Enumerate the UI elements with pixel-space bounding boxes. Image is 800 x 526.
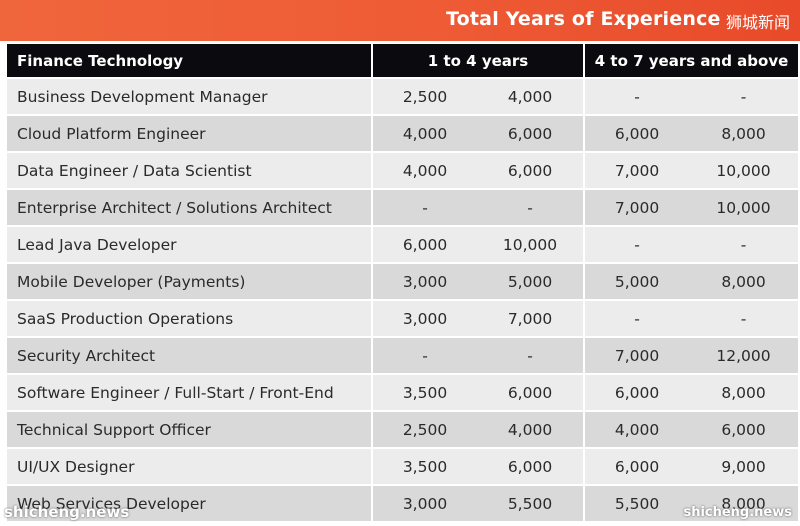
value-cell: 6,000 xyxy=(583,447,690,484)
banner-title: Total Years of Experience xyxy=(446,8,721,30)
value-cell: 6,000 xyxy=(371,225,477,262)
role-cell: Web Services Developer xyxy=(7,484,371,521)
table-row: Mobile Developer (Payments) 3,000 5,000 5,0… xyxy=(7,262,799,299)
value-cell: 10,000 xyxy=(477,225,584,262)
value-cell: 6,000 xyxy=(477,447,584,484)
value-cell: 6,000 xyxy=(689,410,799,447)
value-cell: 4,000 xyxy=(371,151,477,188)
value-cell: 6,000 xyxy=(477,114,584,151)
value-cell: 12,000 xyxy=(689,336,799,373)
value-cell: 7,000 xyxy=(583,336,690,373)
table-header-row: Finance Technology 1 to 4 years 4 to 7 y… xyxy=(7,44,799,77)
role-cell: Technical Support Officer xyxy=(7,410,371,447)
table-row: UI/UX Designer 3,500 6,000 6,000 9,000 xyxy=(7,447,799,484)
header-finance-technology: Finance Technology xyxy=(7,44,371,77)
role-cell: UI/UX Designer xyxy=(7,447,371,484)
value-cell: - xyxy=(583,77,690,114)
value-cell: 4,000 xyxy=(477,410,584,447)
value-cell: 7,000 xyxy=(477,299,584,336)
watermark-bottom-right: shicheng.news xyxy=(683,505,792,520)
value-cell: 7,000 xyxy=(583,188,690,225)
value-cell: 8,000 xyxy=(689,484,799,521)
table-row: Web Services Developer 3,000 5,500 5,500 8,0… xyxy=(7,484,799,521)
value-cell: 5,000 xyxy=(583,262,690,299)
value-cell: - xyxy=(477,188,584,225)
value-cell: 3,000 xyxy=(371,299,477,336)
value-cell: 4,000 xyxy=(583,410,690,447)
value-cell: 9,000 xyxy=(689,447,799,484)
table-row: Security Architect - -7,000 12,000 xyxy=(7,336,799,373)
value-cell: 7,000 xyxy=(583,151,690,188)
value-cell: - xyxy=(689,225,799,262)
watermark-top: 狮城新闻 xyxy=(725,13,790,32)
value-cell: 5,500 xyxy=(583,484,690,521)
value-cell: 8,000 xyxy=(689,114,799,151)
value-cell: 6,000 xyxy=(583,114,690,151)
value-cell: 10,000 xyxy=(689,151,799,188)
value-cell: 8,000 xyxy=(689,373,799,410)
table-row: Cloud Platform Engineer 4,000 6,000 6,000 8,… xyxy=(7,114,799,151)
role-cell: Enterprise Architect / Solutions Archite… xyxy=(7,188,371,225)
table-row: Lead Java Developer 6,000 10,000- - xyxy=(7,225,799,262)
role-cell: SaaS Production Operations xyxy=(7,299,371,336)
value-cell: - xyxy=(477,336,584,373)
value-cell: 3,500 xyxy=(371,373,477,410)
role-cell: Cloud Platform Engineer xyxy=(7,114,371,151)
table-row: SaaS Production Operations 3,000 7,000- - xyxy=(7,299,799,336)
value-cell: 3,500 xyxy=(371,447,477,484)
value-cell: 6,000 xyxy=(583,373,690,410)
header-1-to-4-years: 1 to 4 years xyxy=(371,44,584,77)
value-cell: 5,500 xyxy=(477,484,584,521)
header-4-to-7-years: 4 to 7 years and above xyxy=(583,44,799,77)
role-cell: Software Engineer / Full-Start / Front-E… xyxy=(7,373,371,410)
table-row: Enterprise Architect / Solutions Archite… xyxy=(7,188,799,225)
salary-table: Finance Technology 1 to 4 years 4 to 7 y… xyxy=(7,44,799,521)
role-cell: Data Engineer / Data Scientist xyxy=(7,151,371,188)
watermark-bottom-left: shicheng.news xyxy=(4,503,130,521)
value-cell: 2,500 xyxy=(371,77,477,114)
value-cell: - xyxy=(583,225,690,262)
role-cell: Lead Java Developer xyxy=(7,225,371,262)
value-cell: 10,000 xyxy=(689,188,799,225)
experience-banner: Total Years of Experience 狮城新闻 xyxy=(0,0,800,41)
value-cell: 8,000 xyxy=(689,262,799,299)
role-cell: Security Architect xyxy=(7,336,371,373)
value-cell: 3,000 xyxy=(371,262,477,299)
value-cell: - xyxy=(689,77,799,114)
value-cell: 3,000 xyxy=(371,484,477,521)
value-cell: 2,500 xyxy=(371,410,477,447)
role-cell: Mobile Developer (Payments) xyxy=(7,262,371,299)
table-row: Software Engineer / Full-Start / Front-E… xyxy=(7,373,799,410)
value-cell: - xyxy=(583,299,690,336)
value-cell: 4,000 xyxy=(371,114,477,151)
table-row: Technical Support Officer 2,500 4,000 4,000… xyxy=(7,410,799,447)
value-cell: - xyxy=(371,188,477,225)
value-cell: 6,000 xyxy=(477,373,584,410)
value-cell: 5,000 xyxy=(477,262,584,299)
table-row: Business Development Manager 2,500 4,000- - xyxy=(7,77,799,114)
value-cell: 6,000 xyxy=(477,151,584,188)
value-cell: - xyxy=(371,336,477,373)
role-cell: Business Development Manager xyxy=(7,77,371,114)
value-cell: 4,000 xyxy=(477,77,584,114)
value-cell: - xyxy=(689,299,799,336)
table-row: Data Engineer / Data Scientist 4,000 6,000… xyxy=(7,151,799,188)
